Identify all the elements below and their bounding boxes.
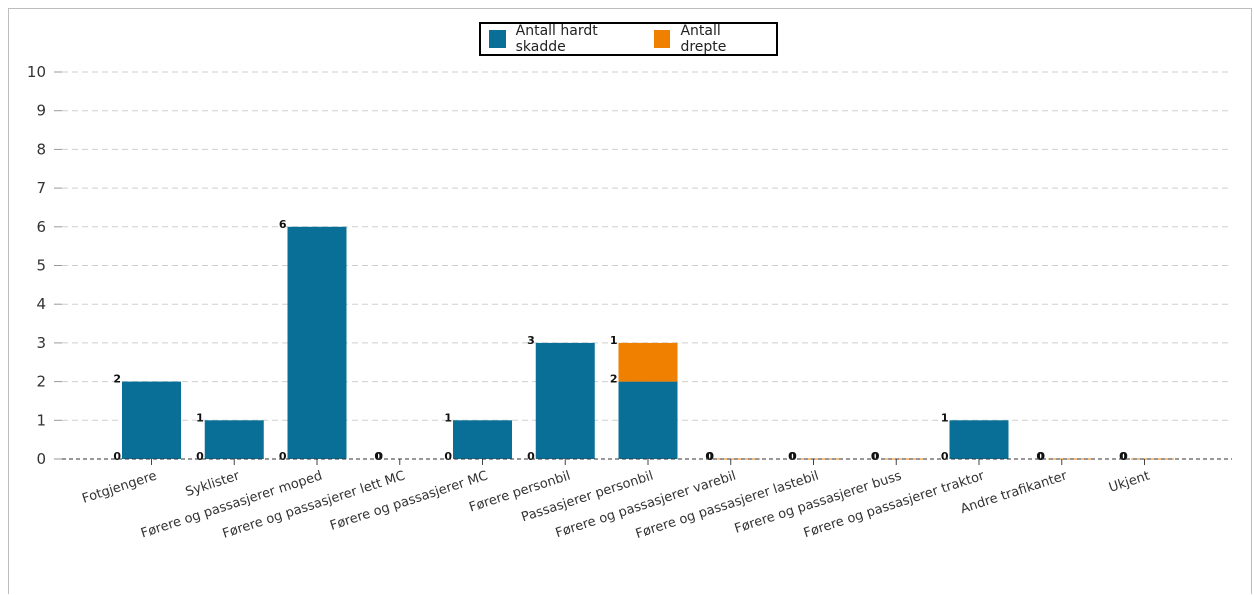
data-label-hardt-skadde: 0 [705,450,713,463]
legend: Antall hardt skadde Antall drepte [479,22,778,56]
legend-item-hardt-skadde[interactable]: Antall hardt skadde [489,23,642,55]
data-label-drepte: 0 [527,450,535,463]
legend-label-hardt-skadde: Antall hardt skadde [515,23,598,55]
data-label-hardt-skadde: 2 [610,373,618,386]
y-tick-label: 3 [36,334,46,352]
y-tick-label: 7 [36,179,46,197]
data-label-drepte: 0 [1037,450,1045,463]
y-tick-label: 2 [36,373,46,391]
bar-hardt-skadde[interactable] [949,420,1009,459]
x-tick-label: Fotgjengere [80,469,158,507]
bar-hardt-skadde[interactable] [204,420,264,459]
data-label-hardt-skadde: 0 [1119,450,1127,463]
bar-hardt-skadde[interactable] [453,420,512,459]
y-tick-label: 4 [36,295,46,313]
data-label-hardt-skadde: 2 [113,373,121,386]
y-tick-label: 5 [36,257,46,275]
data-label-hardt-skadde: 0 [871,450,879,463]
data-label-drepte: 0 [375,450,383,463]
legend-item-drepte[interactable]: Antall drepte [653,23,764,55]
data-label-hardt-skadde: 0 [788,450,796,463]
data-label-drepte: 0 [113,450,121,463]
y-tick-label: 9 [36,102,46,120]
bar-hardt-skadde[interactable] [618,381,678,459]
legend-swatch-hardt-skadde [489,30,506,48]
y-tick-label: 6 [36,218,46,236]
bar-hardt-skadde[interactable] [122,381,181,459]
y-tick-label: 1 [36,411,46,429]
data-label-drepte: 0 [706,450,714,463]
data-label-hardt-skadde: 1 [196,411,204,424]
y-tick-label: 8 [36,140,46,158]
chart-frame [8,8,1252,594]
data-label-drepte: 1 [610,334,618,347]
data-label-hardt-skadde: 3 [527,334,535,347]
x-tick-label: Førere og passasjerer MC [328,469,490,534]
data-label-hardt-skadde: 1 [444,411,452,424]
data-label-drepte: 0 [941,450,949,463]
data-label-hardt-skadde: 1 [941,411,949,424]
data-label-drepte: 0 [872,450,880,463]
data-label-hardt-skadde: 0 [1036,450,1044,463]
data-label-drepte: 0 [279,450,287,463]
legend-swatch-drepte [653,30,671,48]
bar-hardt-skadde[interactable] [287,226,347,459]
legend-label-drepte: Antall drepte [680,23,727,55]
data-label-drepte: 0 [196,450,204,463]
data-label-hardt-skadde: 0 [374,450,382,463]
y-tick-label: 0 [36,450,46,468]
data-label-drepte: 0 [444,450,452,463]
data-label-drepte: 0 [1120,450,1128,463]
data-label-drepte: 0 [789,450,797,463]
bar-hardt-skadde[interactable] [535,342,595,459]
bar-drepte[interactable] [618,342,678,382]
x-tick-label: Syklister [184,468,242,500]
y-tick-label: 10 [27,63,46,81]
data-label-hardt-skadde: 6 [279,218,287,231]
x-tick-label: Ukjent [1107,469,1152,496]
